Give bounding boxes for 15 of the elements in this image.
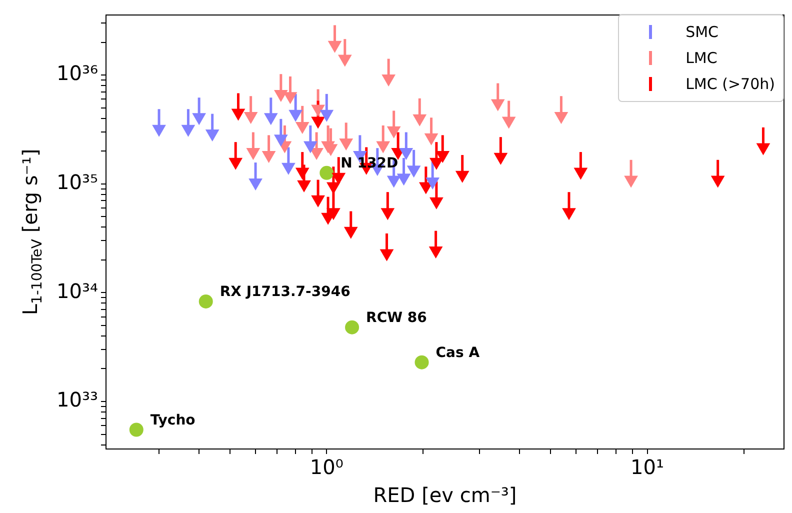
annotation: Cas A xyxy=(436,344,480,361)
x-tick-label: 10⁰ xyxy=(310,455,344,480)
annotation: RCW 86 xyxy=(366,310,427,326)
y-tick-label: 10³⁶ xyxy=(56,61,98,86)
annotation: Tycho xyxy=(150,412,196,428)
y-axis-title: L1-100TeV [erg s⁻¹] xyxy=(18,148,46,316)
y-tick-label: 10³³ xyxy=(56,388,98,412)
y-tick-label: 10³⁵ xyxy=(56,170,98,194)
legend-label: LMC (>70h) xyxy=(686,75,775,93)
annotation: RX J1713.7-3946 xyxy=(220,284,350,300)
y-tick-label: 10³⁴ xyxy=(56,278,98,303)
x-axis-title: RED [ev cm⁻³] xyxy=(373,483,517,508)
legend-label: SMC xyxy=(686,23,719,41)
x-tick-label: 10¹ xyxy=(630,455,664,480)
legend-label: LMC xyxy=(686,49,718,67)
